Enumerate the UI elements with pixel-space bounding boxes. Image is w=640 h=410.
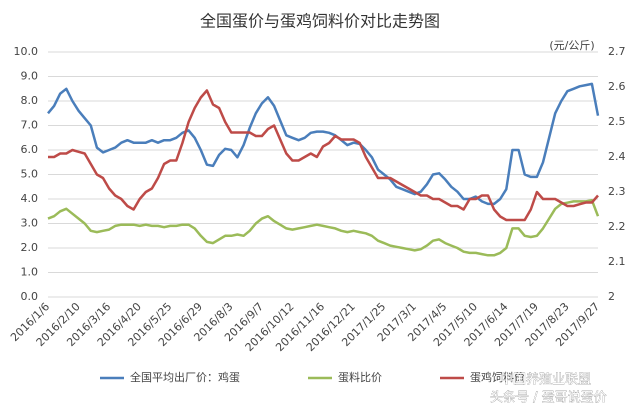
y-tick-label: 3.0 <box>21 217 39 230</box>
y2-tick-label: 2 <box>608 290 615 303</box>
y-tick-label: 9.0 <box>21 70 39 83</box>
watermark: 中国养殖业联盟 <box>500 372 591 388</box>
y-tick-label: 1.0 <box>21 266 39 279</box>
y2-tick-label: 2.4 <box>608 150 626 163</box>
y2-tick-label: 2.5 <box>608 115 626 128</box>
series-line <box>48 89 599 222</box>
y-tick-label: 6.0 <box>21 143 39 156</box>
y2-unit: (元/公斤) <box>549 39 594 52</box>
y-tick-label: 8.0 <box>21 94 39 107</box>
series-line <box>47 198 600 257</box>
y-tick-label: 2.0 <box>21 241 39 254</box>
legend-label: 蛋鸡饲料价 <box>470 370 525 384</box>
y-tick-label: 7.0 <box>21 119 39 132</box>
legend-label: 全国平均出厂价：鸡蛋 <box>130 370 240 384</box>
y2-tick-label: 2.2 <box>608 220 626 233</box>
legend-label: 蛋料比价 <box>338 370 382 384</box>
y-tick-label: 4.0 <box>21 192 39 205</box>
chart-title: 全国蛋价与蛋鸡饲料价对比走势图 <box>200 12 440 31</box>
y-tick-label: 0.0 <box>21 290 39 303</box>
y2-tick-label: 2.6 <box>608 80 626 93</box>
y2-tick-label: 2.1 <box>608 255 626 268</box>
watermark: 头条号 / 蛋哥说蛋价 <box>490 390 607 406</box>
y-tick-label: 5.0 <box>21 168 39 181</box>
y2-tick-label: 2.3 <box>608 185 626 198</box>
y-tick-label: 10.0 <box>14 45 39 58</box>
y2-tick-label: 2.7 <box>608 45 626 58</box>
series-line <box>47 82 600 206</box>
